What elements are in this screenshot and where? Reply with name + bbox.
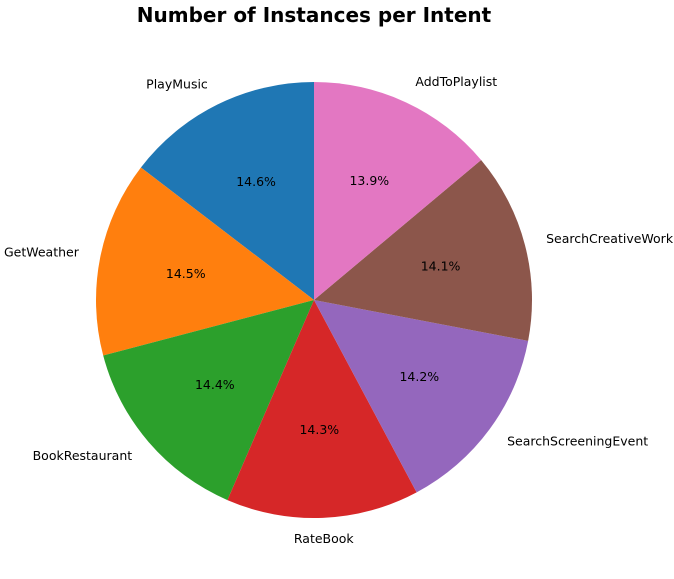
percent-play-music: 14.6% xyxy=(236,174,276,189)
pie-labels: PlayMusic 14.6% GetWeather 14.5% BookRestaur… xyxy=(4,74,674,546)
label-add-to-playlist: AddToPlaylist xyxy=(415,74,497,89)
label-book-restaurant: BookRestaurant xyxy=(33,448,133,463)
percent-rate-book: 14.3% xyxy=(299,422,339,437)
slice-play-music xyxy=(140,82,314,300)
slice-rate-book xyxy=(227,300,417,518)
label-search-screening-event: SearchScreeningEvent xyxy=(507,434,648,449)
slice-add-to-playlist xyxy=(314,82,482,300)
slice-book-restaurant xyxy=(103,300,315,501)
percent-book-restaurant: 14.4% xyxy=(195,377,235,392)
chart-title: Number of Instances per Intent xyxy=(137,3,492,27)
label-search-creative-work: SearchCreativeWork xyxy=(546,231,674,246)
label-play-music: PlayMusic xyxy=(146,76,208,91)
pie-slices xyxy=(95,82,532,518)
label-get-weather: GetWeather xyxy=(4,244,80,259)
slice-search-screening-event xyxy=(314,300,529,493)
slice-search-creative-work xyxy=(314,159,532,341)
percent-search-screening-event: 14.2% xyxy=(399,369,439,384)
percent-search-creative-work: 14.1% xyxy=(421,259,461,274)
percent-get-weather: 14.5% xyxy=(166,266,206,281)
percent-add-to-playlist: 13.9% xyxy=(349,173,389,188)
slice-get-weather xyxy=(95,167,314,356)
label-rate-book: RateBook xyxy=(294,531,355,546)
